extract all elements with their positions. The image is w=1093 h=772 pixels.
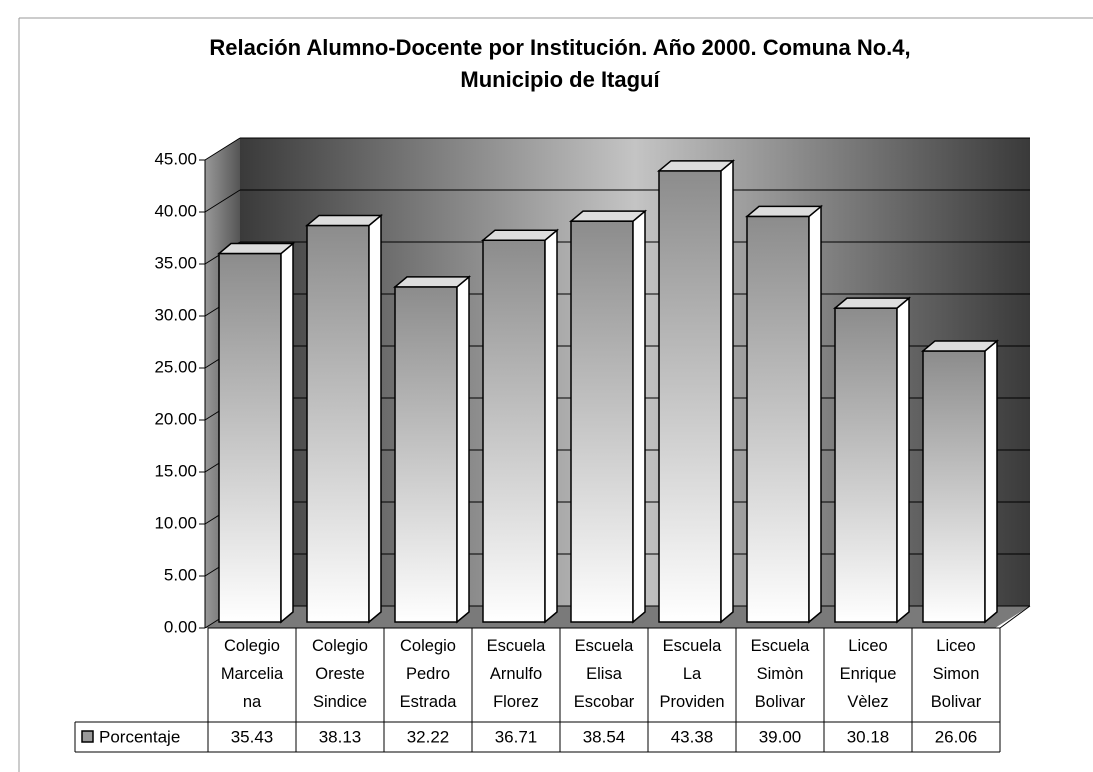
bar-front xyxy=(570,220,634,623)
bar-side xyxy=(280,241,294,624)
bar-top xyxy=(832,297,912,309)
grid-line xyxy=(204,137,241,161)
value-label: 43.38 xyxy=(671,727,714,746)
bar-side xyxy=(368,213,382,624)
y-tick-label: 35.00 xyxy=(154,253,197,272)
grid-line xyxy=(204,189,241,213)
bar-side xyxy=(632,209,646,624)
bar-top xyxy=(392,276,472,288)
bar-front xyxy=(658,170,722,623)
bar-top xyxy=(920,340,1000,352)
x-tick-label: Escuela Simòn Bolivar xyxy=(750,637,810,711)
bar-top xyxy=(480,229,560,241)
bar xyxy=(744,204,824,624)
value-label: 36.71 xyxy=(495,727,538,746)
y-tick-label: 10.00 xyxy=(154,513,197,532)
bar-side xyxy=(896,296,910,624)
chart-title: Relación Alumno-Docente por Institución.… xyxy=(209,35,911,92)
x-tick-label: Colegio Marcelia na xyxy=(220,637,284,711)
value-label: 39.00 xyxy=(759,727,802,746)
bar xyxy=(656,159,736,624)
y-tick-label: 45.00 xyxy=(154,149,197,168)
bar-front xyxy=(922,350,986,623)
y-tick-label: 0.00 xyxy=(164,617,197,636)
legend-label: Porcentaje xyxy=(99,727,180,746)
x-tick-label: Colegio Pedro Estrada xyxy=(399,637,457,711)
bar-top xyxy=(744,205,824,218)
bar xyxy=(392,275,472,624)
bar-side xyxy=(984,339,998,624)
y-tick-label: 25.00 xyxy=(154,357,197,376)
value-label: 30.18 xyxy=(847,727,890,746)
bar-front xyxy=(218,252,282,623)
x-tick-label: Colegio Oreste Sindice xyxy=(312,637,368,711)
bar-top xyxy=(216,242,296,255)
bar-front xyxy=(746,215,810,623)
value-label: 32.22 xyxy=(407,727,450,746)
y-tick-label: 15.00 xyxy=(154,461,197,480)
bar xyxy=(304,213,384,624)
bar xyxy=(216,241,296,624)
bar xyxy=(480,228,560,624)
value-label: 26.06 xyxy=(935,727,978,746)
bar-front xyxy=(306,224,370,623)
bar-front xyxy=(482,239,546,623)
bar-front xyxy=(394,286,458,623)
bar-side xyxy=(808,204,822,624)
y-tick-label: 20.00 xyxy=(154,409,197,428)
table-line xyxy=(999,605,1031,629)
bar xyxy=(920,339,1000,624)
bar xyxy=(568,209,648,624)
x-tick-label: Escuela La Providen xyxy=(659,637,725,711)
bar-top xyxy=(568,210,648,222)
x-tick-label: Liceo Simon Bolivar xyxy=(930,637,982,711)
value-label: 38.54 xyxy=(583,727,626,746)
bar-side xyxy=(544,228,558,624)
legend-swatch xyxy=(81,730,94,743)
bar-side xyxy=(456,275,470,624)
x-tick-label: Escuela Arnulfo Florez xyxy=(486,637,546,711)
bar-top xyxy=(656,160,736,172)
value-label: 38.13 xyxy=(319,727,362,746)
bar-front xyxy=(834,307,898,623)
value-label: 35.43 xyxy=(231,727,274,746)
y-tick-label: 40.00 xyxy=(154,201,197,220)
x-tick-label: Liceo Enrique Vèlez xyxy=(839,637,897,711)
bar-top xyxy=(304,214,384,227)
bar-side xyxy=(720,159,734,624)
y-tick-label: 30.00 xyxy=(154,305,197,324)
x-tick-label: Escuela Elisa Escobar xyxy=(573,637,635,711)
y-tick-label: 5.00 xyxy=(164,565,197,584)
bar xyxy=(832,296,912,624)
